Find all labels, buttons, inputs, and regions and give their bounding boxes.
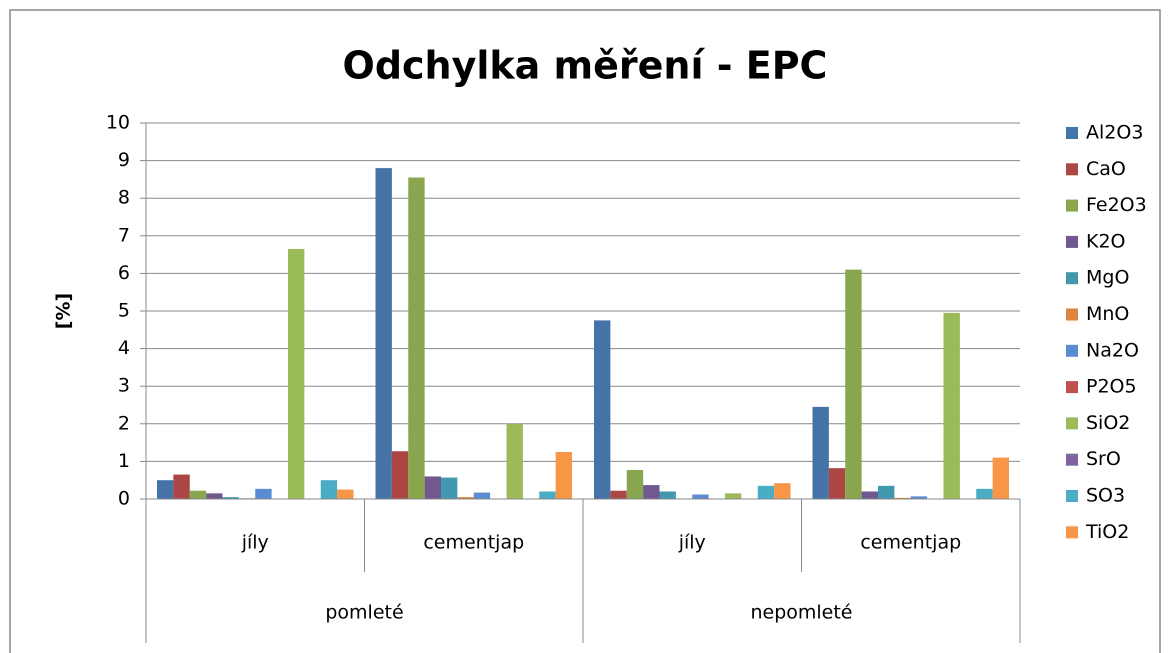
legend-swatch	[1066, 453, 1078, 466]
group-label: pomleté	[325, 602, 403, 624]
bar	[473, 492, 491, 499]
chart-title: Odchylka měření - EPC	[343, 44, 828, 88]
bar	[555, 452, 572, 499]
x-tick-label: cementjap	[860, 532, 961, 554]
bar	[288, 248, 305, 499]
group-label: nepomleté	[750, 602, 852, 624]
bar	[189, 490, 207, 499]
bar	[222, 497, 239, 499]
bar	[424, 476, 441, 499]
y-tick-label: 10	[106, 112, 130, 134]
legend-swatch	[1066, 526, 1078, 539]
bar	[157, 480, 174, 499]
y-tick-label: 2	[118, 412, 130, 434]
y-tick-label: 4	[118, 337, 130, 359]
bar	[812, 406, 829, 499]
legend-label: Al2O3	[1086, 122, 1143, 144]
legend-label: MgO	[1086, 267, 1129, 289]
bar	[659, 491, 676, 499]
y-tick-label: 5	[118, 300, 130, 322]
bar	[894, 497, 911, 499]
bar	[539, 491, 556, 499]
bar	[173, 474, 190, 499]
legend-label: CaO	[1086, 158, 1126, 180]
legend-swatch	[1066, 235, 1078, 248]
y-tick-label: 8	[118, 187, 130, 209]
bar	[878, 485, 895, 499]
legend-swatch	[1066, 417, 1078, 430]
bar	[861, 491, 878, 499]
y-tick-label: 0	[118, 488, 130, 510]
bar	[828, 468, 846, 499]
bar	[408, 177, 425, 499]
bar	[626, 470, 644, 499]
legend-swatch	[1066, 344, 1078, 357]
bar	[457, 497, 474, 499]
y-tick-label: 6	[118, 262, 130, 284]
legend-label: TiO2	[1085, 521, 1129, 543]
legend-label: Fe2O3	[1086, 194, 1147, 216]
legend-label: P2O5	[1086, 376, 1137, 398]
y-tick-label: 1	[118, 450, 130, 472]
bar	[506, 423, 523, 499]
x-tick-label: jíly	[678, 532, 706, 554]
legend-swatch	[1066, 308, 1078, 321]
legend-swatch	[1066, 272, 1078, 285]
x-tick-label: jíly	[241, 532, 269, 554]
legend-label: SrO	[1086, 448, 1121, 470]
legend-swatch	[1066, 490, 1078, 502]
bar	[337, 489, 354, 499]
legend-swatch	[1066, 163, 1078, 176]
legend-label: MnO	[1086, 303, 1129, 325]
legend-swatch	[1066, 381, 1078, 394]
chart-frame	[9, 9, 1161, 653]
bar	[845, 269, 862, 499]
bar	[643, 485, 660, 499]
bar	[725, 493, 742, 499]
legend-label: SO3	[1086, 485, 1125, 507]
bar	[757, 485, 775, 499]
bar	[692, 494, 709, 499]
bar	[441, 477, 458, 499]
bar	[976, 488, 993, 499]
y-tick-label: 7	[118, 224, 130, 246]
legend-swatch	[1066, 127, 1078, 139]
bar	[610, 490, 627, 499]
bar	[594, 320, 611, 499]
legend-label: Na2O	[1086, 339, 1139, 361]
y-axis-label: [%]	[53, 293, 75, 329]
legend-swatch	[1066, 199, 1078, 212]
y-tick-label: 9	[118, 149, 130, 171]
x-tick-label: cementjap	[423, 532, 524, 554]
bar	[774, 483, 791, 499]
bar	[992, 457, 1009, 499]
y-tick-label: 3	[118, 375, 130, 397]
bar	[391, 451, 409, 499]
bar	[375, 168, 392, 499]
legend-label: SiO2	[1086, 412, 1130, 434]
bar	[206, 493, 223, 499]
legend-label: K2O	[1086, 230, 1126, 252]
bar	[910, 496, 928, 499]
bar	[255, 488, 272, 499]
bar	[943, 312, 960, 499]
bar	[320, 480, 338, 499]
